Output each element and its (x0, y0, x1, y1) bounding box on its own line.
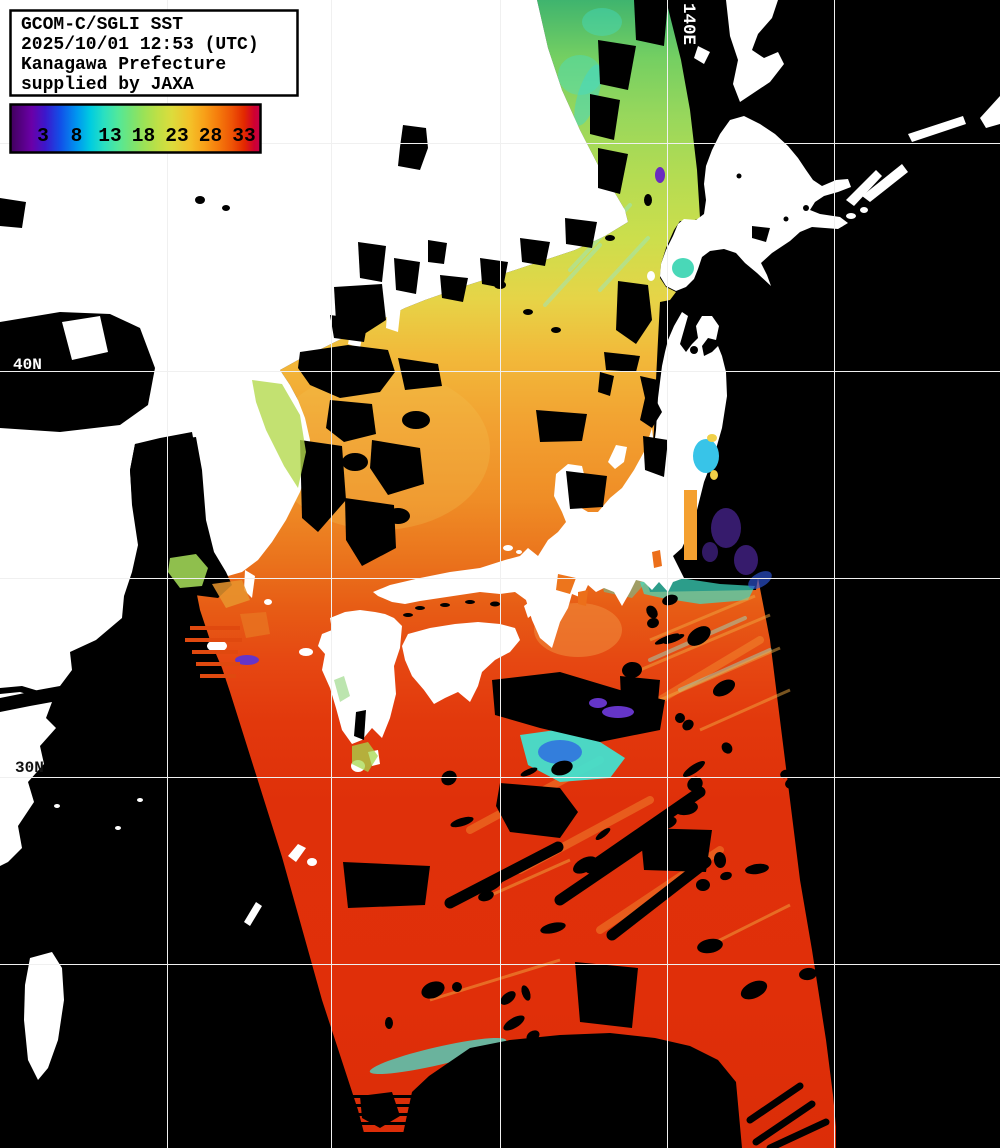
svg-text:30N: 30N (15, 759, 44, 777)
svg-text:40N: 40N (13, 356, 42, 374)
svg-text:18: 18 (132, 125, 155, 147)
svg-text:140E: 140E (678, 3, 698, 45)
svg-text:supplied by JAXA: supplied by JAXA (21, 75, 194, 95)
svg-text:28: 28 (199, 125, 222, 147)
svg-text:23: 23 (165, 125, 188, 147)
svg-text:8: 8 (71, 125, 83, 147)
svg-text:3: 3 (37, 125, 49, 147)
svg-text:33: 33 (232, 125, 255, 147)
svg-text:2025/10/01 12:53 (UTC): 2025/10/01 12:53 (UTC) (21, 35, 259, 55)
svg-text:GCOM-C/SGLI SST: GCOM-C/SGLI SST (21, 15, 183, 35)
svg-text:Kanagawa Prefecture: Kanagawa Prefecture (21, 55, 226, 75)
svg-text:13: 13 (98, 125, 121, 147)
